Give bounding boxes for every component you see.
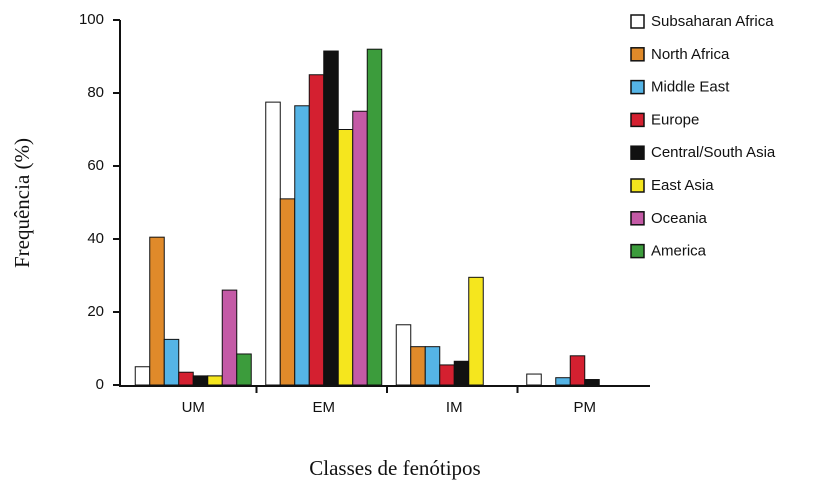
bar: [279, 198, 296, 386]
bar: [424, 346, 441, 386]
y-tick-label: 20: [87, 303, 104, 320]
legend-swatch: [630, 14, 645, 29]
bar: [453, 360, 470, 386]
legend-label: East Asia: [651, 177, 714, 194]
x-axis-label: Classes de fenótipos: [309, 456, 480, 480]
bar: [569, 355, 586, 386]
y-tick-label: 80: [87, 84, 104, 101]
bar: [555, 377, 571, 386]
legend-label: Middle East: [651, 79, 730, 96]
legend-label: North Africa: [651, 46, 730, 63]
bar: [294, 105, 310, 386]
bar: [323, 50, 339, 386]
bar: [352, 110, 368, 386]
bar: [221, 289, 238, 386]
x-tick-label: EM: [313, 399, 336, 416]
legend-label: Subsaharan Africa: [651, 13, 774, 30]
bar: [163, 338, 180, 386]
legend-label: Europe: [651, 111, 699, 128]
bar: [178, 371, 194, 386]
legend-swatch: [630, 145, 645, 160]
bar: [192, 375, 209, 386]
legend-swatch: [630, 47, 645, 62]
bar: [207, 375, 223, 386]
bar: [395, 324, 412, 386]
bar: [265, 101, 281, 386]
bar: [149, 236, 165, 386]
x-tick-label: UM: [182, 399, 205, 416]
legend-swatch: [630, 243, 645, 259]
legend-swatch: [630, 79, 645, 95]
legend-label: Central/South Asia: [651, 144, 776, 161]
bar: [134, 366, 151, 386]
y-tick-label: 40: [87, 230, 104, 247]
bar: [439, 364, 455, 386]
bar: [337, 129, 354, 386]
legend-swatch: [630, 178, 645, 193]
bar: [526, 373, 542, 386]
legend-swatch: [630, 112, 645, 128]
legend-label: America: [651, 243, 707, 260]
x-tick-label: PM: [574, 399, 597, 416]
y-tick-label: 100: [79, 11, 104, 28]
y-tick-label: 60: [87, 157, 104, 174]
bar: [410, 346, 426, 386]
x-tick-label: IM: [446, 399, 463, 416]
legend-swatch: [630, 211, 645, 226]
bar: [236, 353, 252, 386]
bar: [308, 74, 325, 386]
y-axis-label: Frequência (%): [10, 138, 34, 268]
bar: [584, 379, 600, 386]
y-tick-label: 0: [96, 376, 104, 393]
bar: [468, 276, 484, 386]
legend-label: Oceania: [651, 210, 708, 227]
bar: [366, 48, 383, 386]
